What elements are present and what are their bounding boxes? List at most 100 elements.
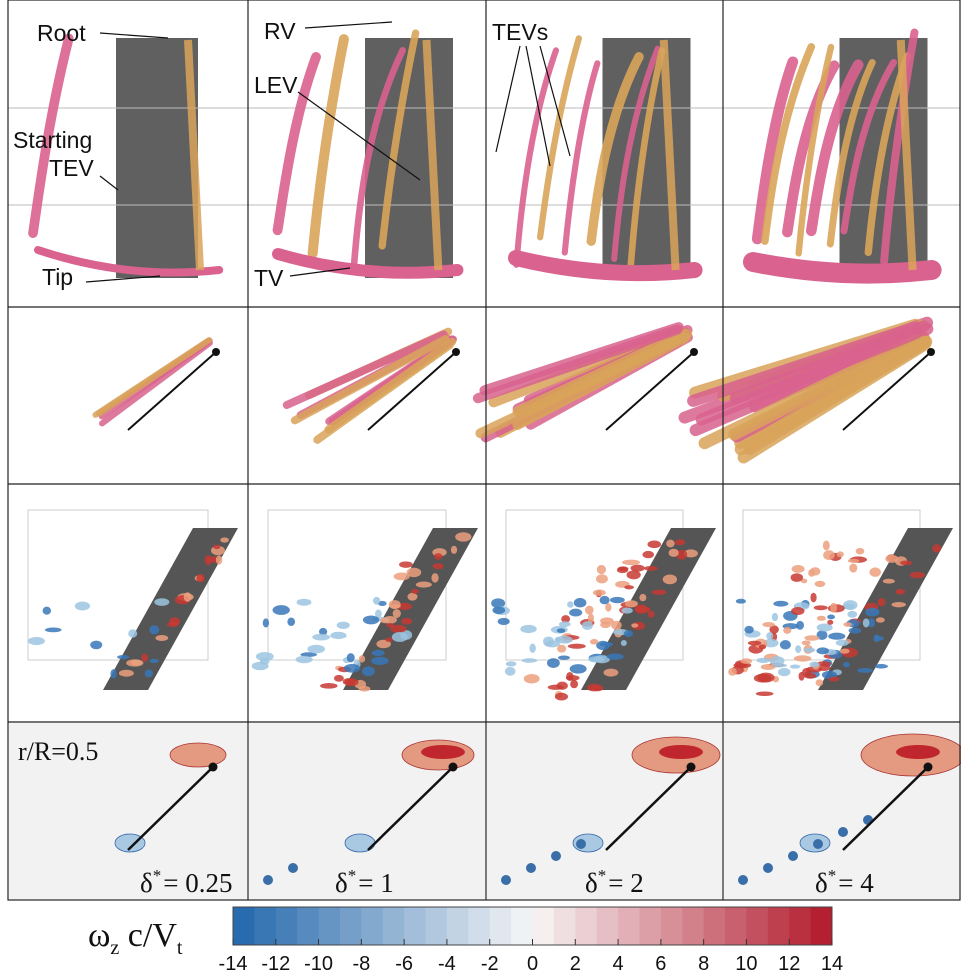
vorticity-patch	[431, 573, 439, 583]
vorticity-patch	[932, 544, 942, 553]
wing-plate	[343, 528, 478, 690]
vorticity-patch	[755, 691, 774, 697]
vorticity-patch	[606, 653, 624, 660]
bounding-box	[27, 509, 209, 661]
vorticity-patch	[816, 623, 833, 632]
vorticity-patch	[620, 639, 627, 647]
vorticity-patch	[836, 551, 844, 558]
tip-vortex	[743, 252, 942, 284]
edge-vortex	[184, 39, 204, 271]
vorticity-patch	[166, 621, 179, 627]
tip-vortex	[34, 246, 224, 277]
colorbar-swatch	[254, 907, 277, 945]
vorticity-patch	[862, 618, 870, 628]
vorticity-contour	[501, 875, 511, 885]
vortex-tube	[561, 60, 601, 256]
vorticity-patch	[683, 549, 698, 558]
colorbar-swatch	[789, 907, 812, 945]
vorticity-patch	[740, 658, 753, 665]
vorticity-contour	[169, 742, 227, 768]
vorticity-patch	[523, 674, 540, 684]
vorticity-contour	[576, 839, 586, 849]
vorticity-patch	[213, 544, 221, 550]
vorticity-patch	[27, 636, 45, 646]
colorbar-swatch	[468, 907, 491, 945]
colorbar-swatch	[618, 907, 640, 945]
vorticity-patch	[262, 618, 270, 628]
vorticity-patch	[895, 588, 906, 595]
vorticity-patch	[793, 655, 812, 662]
vorticity-patch	[287, 617, 296, 627]
colorbar-tick-label: 0	[527, 953, 538, 974]
colorbar-tick-label: -14	[219, 953, 248, 974]
delta-label: δ*= 0.25	[140, 866, 232, 898]
vorticity-contour	[738, 875, 748, 885]
label-part: t	[177, 937, 183, 959]
colorbar-tick-label: 6	[655, 953, 666, 974]
vorticity-patch	[600, 617, 614, 625]
vorticity-patch	[814, 580, 826, 588]
vorticity-patch	[865, 607, 880, 617]
annotations: Root Starting TEV Tip RV LEV TV TEVs r/R…	[13, 18, 571, 766]
vorticity-patch	[800, 578, 808, 584]
wing-edge	[686, 762, 696, 772]
vorticity-patch	[847, 610, 858, 618]
vorticity-patch	[809, 661, 820, 668]
vorticity-patch	[492, 606, 506, 615]
vorticity-patch	[118, 669, 134, 677]
vorticity-patch	[544, 640, 560, 648]
vorticity-patch	[557, 655, 570, 660]
vorticity-contour	[263, 875, 273, 885]
vorticity-patch	[343, 663, 361, 673]
vorticity-patch	[491, 598, 506, 609]
vortex-tube	[880, 28, 919, 266]
vorticity-patch	[391, 632, 408, 642]
delta-text: = 1	[358, 868, 393, 898]
colorbar-tick-label: -4	[438, 953, 456, 974]
vorticity-patch	[296, 598, 312, 606]
vorticity-patch	[307, 644, 325, 654]
vorticity-patch	[505, 661, 517, 667]
vorticity-patch	[875, 617, 885, 623]
colorbar-tick-label: 14	[821, 953, 843, 974]
wing-edge	[208, 762, 218, 772]
vortex-tube	[475, 334, 683, 439]
label-part: c/V	[119, 917, 177, 954]
vorticity-patch	[803, 647, 816, 653]
annotation: Starting	[13, 127, 92, 153]
vorticity-patch	[763, 638, 779, 648]
delta-sup: *	[598, 866, 607, 885]
vorticity-patch	[771, 612, 779, 622]
vorticity-patch	[558, 621, 571, 628]
vorticity-patch	[407, 592, 418, 601]
vorticity-patch	[389, 604, 401, 609]
vorticity-patch	[561, 615, 571, 623]
vortex-tube	[290, 335, 450, 425]
vorticity-patch	[520, 624, 537, 634]
colorbar-swatch	[553, 907, 576, 945]
delta-text: = 2	[608, 868, 643, 898]
vorticity-patch	[110, 669, 117, 679]
vorticity-patch	[630, 564, 645, 572]
vorticity-patch	[823, 550, 835, 561]
vortex-tube	[350, 47, 406, 268]
wing-plate	[103, 528, 238, 690]
vorticity-patch	[621, 607, 633, 614]
vortex-tube	[282, 330, 448, 410]
vorticity-patch	[396, 602, 412, 610]
vorticity-patch	[555, 635, 573, 644]
vorticity-patch	[569, 608, 583, 617]
vorticity-patch	[358, 655, 366, 663]
vorticity-patch	[330, 631, 347, 640]
vorticity-patch	[399, 561, 413, 568]
vorticity-patch	[874, 664, 888, 669]
colorbar-swatch	[446, 907, 469, 945]
colorbar-swatch	[361, 907, 384, 945]
vorticity-patch	[42, 606, 52, 615]
vorticity-patch	[624, 585, 635, 590]
wing-section	[367, 351, 457, 431]
colorbar-swatch	[297, 907, 320, 945]
vorticity-patch	[596, 564, 606, 575]
vortex-tube	[378, 29, 420, 250]
vorticity-patch	[589, 638, 599, 645]
